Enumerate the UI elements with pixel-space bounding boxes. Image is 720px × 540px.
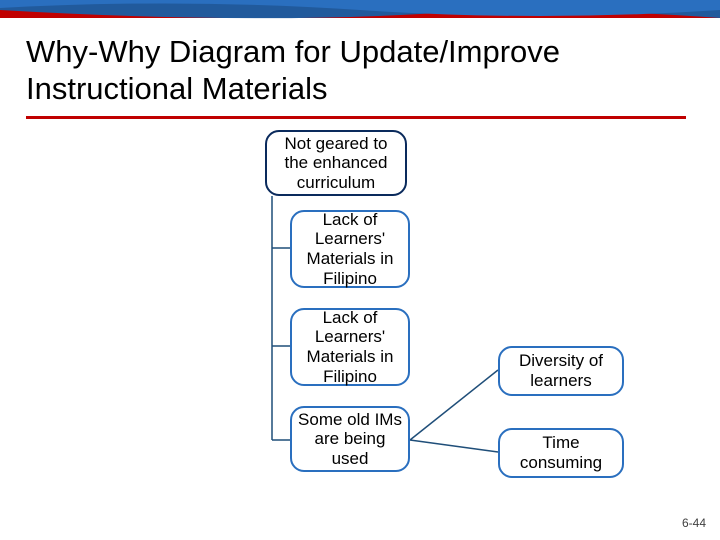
node-detail-2: Time consuming [498,428,624,478]
node-child-2: Lack of Learners' Materials in Filipino [290,308,410,386]
slide-title: Why-Why Diagram for Update/Improve Instr… [26,34,686,107]
page-number: 6-44 [682,516,706,530]
node-detail-1: Diversity of learners [498,346,624,396]
node-root: Not geared to the enhanced curriculum [265,130,407,196]
title-underline [26,116,686,119]
node-child-3: Some old IMs are being used [290,406,410,472]
node-child-1: Lack of Learners' Materials in Filipino [290,210,410,288]
